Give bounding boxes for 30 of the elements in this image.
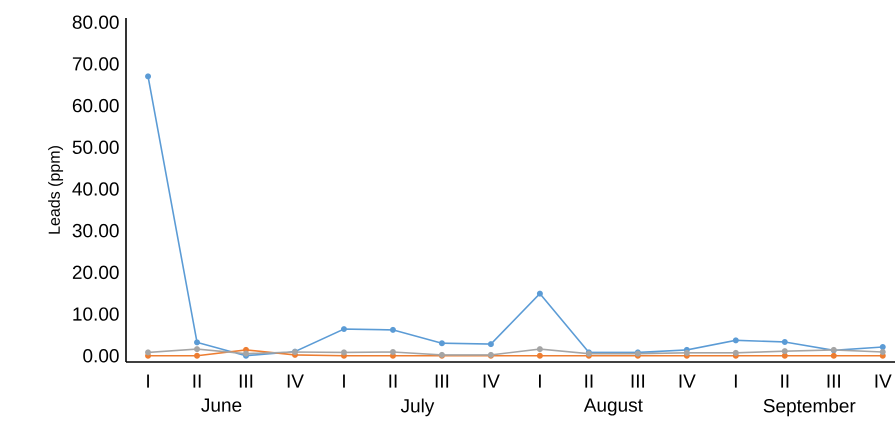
y-axis-title: Leads (ppm) [48, 146, 64, 234]
x-tick-label: II [781, 374, 788, 388]
x-tick-label: II [585, 374, 592, 388]
x-tick-label: III [632, 374, 644, 388]
x-tick-label: II [194, 374, 201, 388]
y-tick-label: 30.00 [72, 224, 119, 238]
y-tick-label: 50.00 [72, 140, 119, 154]
x-tick-label: I [539, 374, 541, 388]
x-tick-label: IV [876, 374, 892, 388]
text: September [764, 398, 856, 416]
text: June [201, 398, 242, 412]
x-tick-label: IV [484, 374, 500, 388]
y-tick-label: 60.00 [72, 98, 119, 112]
x-tick-label: III [828, 374, 840, 388]
x-tick-label: II [389, 374, 396, 388]
x-tick-label: I [734, 374, 737, 388]
y-tick-label: 40.00 [72, 182, 119, 196]
x-tick-label: I [343, 374, 345, 388]
text: July [400, 398, 434, 416]
text: August [584, 398, 643, 416]
y-tick-label: 20.00 [72, 266, 119, 280]
x-tick-label: III [240, 374, 252, 388]
x-tick-label: III [436, 374, 448, 388]
y-tick-label: 10.00 [73, 307, 119, 321]
y-tick-label: 70.00 [72, 57, 119, 71]
y-tick-label: 80.00 [72, 15, 119, 29]
x-tick-label: IV [680, 374, 696, 388]
x-tick-label: I [147, 374, 149, 388]
y-tick-label: 0.00 [83, 349, 119, 362]
x-tick-label: IV [288, 374, 304, 388]
